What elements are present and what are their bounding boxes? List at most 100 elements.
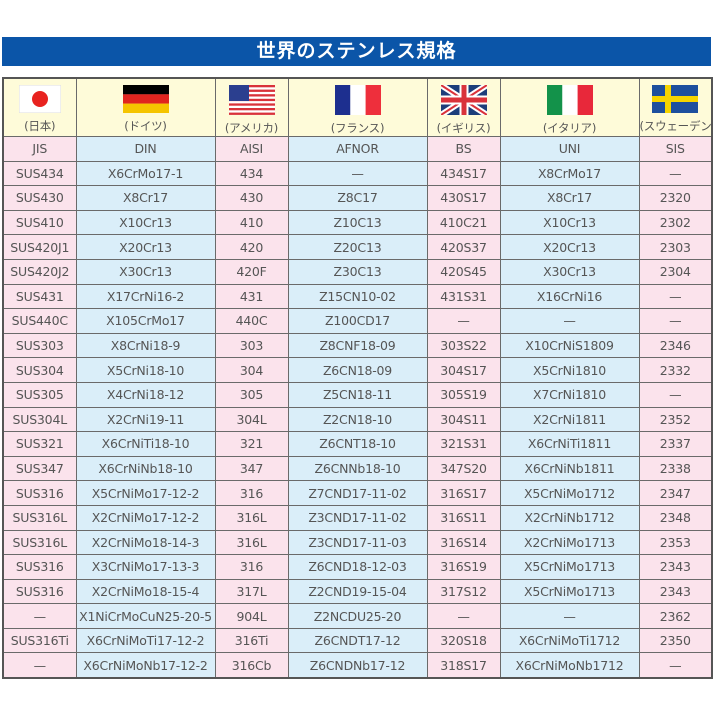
- table-cell-aisi: 303: [214, 332, 289, 359]
- table-cell-aisi: 321: [214, 431, 289, 457]
- table-row: SUS420J1 X20Cr13 420 Z20C13 420S37 X20Cr13 230…: [2, 234, 713, 260]
- table-cell-uni: X10Cr13: [499, 209, 640, 236]
- standard-header-row: JIS DIN AISI AFNOR BS UNI SIS: [2, 136, 713, 162]
- column-header: JIS: [2, 136, 77, 162]
- table-cell-aisi: 316Cb: [214, 652, 289, 679]
- table-cell-aisi: 434: [214, 160, 289, 187]
- table-cell-sis: 2348: [638, 504, 713, 531]
- stainless-standards-table: (日本) (ドイツ) (アメリカ) (フランス) (イギリス) (イタリア) (スウェーデン…: [2, 77, 713, 680]
- table-cell-jis: —: [2, 603, 77, 629]
- table-cell-din: X6CrNiTi18-10: [75, 431, 216, 457]
- table-row: SUS316 X5CrNiMo17-12-2 316 Z7CND17-11-02 316…: [2, 480, 713, 506]
- table-cell-sis: —: [638, 308, 713, 334]
- table-row: — X6CrNiMoNb17-12-2 316Cb Z6CNDNb17-12 318S1…: [2, 652, 713, 679]
- table-cell-din: X6CrMo17-1: [75, 160, 216, 187]
- table-cell-din: X8CrNi18-9: [75, 332, 216, 359]
- country-header-cell: (イタリア): [499, 77, 640, 137]
- table-row: SUS316L X2CrNiMo18-14-3 316L Z3CND17-11-03 3…: [2, 529, 713, 556]
- table-cell-jis: —: [2, 652, 77, 679]
- column-header: AFNOR: [287, 136, 428, 162]
- table-cell-bs: 304S11: [426, 406, 501, 433]
- table-row: SUS316L X2CrNiMo17-12-2 316L Z3CND17-11-02 3…: [2, 504, 713, 531]
- table-cell-afnor: Z30C13: [287, 258, 428, 285]
- table-cell-jis: SUS304L: [2, 406, 77, 433]
- table-cell-din: X10Cr13: [75, 209, 216, 236]
- table-cell-bs: 431S31: [426, 283, 501, 310]
- table-cell-afnor: Z2CND19-15-04: [287, 578, 428, 605]
- table-cell-jis: SUS420J2: [2, 258, 77, 285]
- table-cell-jis: SUS321: [2, 431, 77, 457]
- table-cell-jis: SUS410: [2, 209, 77, 236]
- table-cell-din: X6CrNiNb18-10: [75, 455, 216, 482]
- table-cell-bs: 430S17: [426, 185, 501, 211]
- table-row: — X1NiCrMoCuN25-20-5 904L Z2NCDU25-20— —2362: [2, 603, 713, 629]
- table-row: SUS303 X8CrNi18-9 303 Z8CNF18-09 303S22 X10Cr…: [2, 332, 713, 359]
- table-row: SUS305 X4CrNi18-12 305 Z5CN18-11 305S19 X7CrN…: [2, 381, 713, 408]
- country-header-cell: (フランス): [287, 77, 428, 137]
- table-cell-din: X105CrMo17: [75, 308, 216, 334]
- table-cell-bs: —: [426, 308, 501, 334]
- table-cell-jis: SUS316: [2, 578, 77, 605]
- table-cell-din: X30Cr13: [75, 258, 216, 285]
- table-row: SUS431 X17CrNi16-2 431 Z15CN10-02 431S31 X16C…: [2, 283, 713, 310]
- table-cell-uni: X6CrNiNb1811: [499, 455, 640, 482]
- table-row: SUS440C X105CrMo17 440C Z100CD17— — —: [2, 308, 713, 334]
- table-cell-sis: 2347: [638, 480, 713, 506]
- table-cell-din: X5CrNi18-10: [75, 357, 216, 383]
- column-header: DIN: [75, 136, 216, 162]
- table-cell-uni: X5CrNiMo1713: [499, 578, 640, 605]
- table-cell-aisi: 410: [214, 209, 289, 236]
- table-cell-afnor: Z15CN10-02: [287, 283, 428, 310]
- country-label: (イギリス): [436, 121, 491, 135]
- column-header: UNI: [499, 136, 640, 162]
- france-flag-icon: [289, 85, 426, 118]
- table-cell-jis: SUS440C: [2, 308, 77, 334]
- table-cell-din: X20Cr13: [75, 234, 216, 260]
- table-cell-afnor: Z8CNF18-09: [287, 332, 428, 359]
- table-cell-sis: —: [638, 381, 713, 408]
- table-cell-jis: SUS430: [2, 185, 77, 211]
- table-cell-aisi: 347: [214, 455, 289, 482]
- table-cell-sis: —: [638, 160, 713, 187]
- country-label: (フランス): [330, 121, 385, 135]
- japan-flag-icon: [4, 84, 75, 116]
- sweden-flag-icon: [640, 85, 711, 116]
- table-cell-aisi: 317L: [214, 578, 289, 605]
- table-cell-afnor: Z5CN18-11: [287, 381, 428, 408]
- table-cell-din: X5CrNiMo17-12-2: [75, 480, 216, 506]
- table-cell-bs: 318S17: [426, 652, 501, 679]
- column-header: AISI: [214, 136, 289, 162]
- table-cell-sis: 2343: [638, 554, 713, 580]
- table-cell-bs: 304S17: [426, 357, 501, 383]
- country-header-cell: (日本): [2, 77, 77, 137]
- table-cell-aisi: 904L: [214, 603, 289, 629]
- table-cell-sis: —: [638, 652, 713, 679]
- table-cell-uni: X2CrNi1811: [499, 406, 640, 433]
- table-row: SUS304L X2CrNi19-11 304L Z2CN18-10 304S11 X2C…: [2, 406, 713, 433]
- table-cell-sis: 2337: [638, 431, 713, 457]
- table-cell-sis: 2320: [638, 185, 713, 211]
- table-cell-bs: —: [426, 603, 501, 629]
- country-label: (アメリカ): [224, 121, 279, 135]
- table-cell-bs: 420S45: [426, 258, 501, 285]
- table-cell-din: X8Cr17: [75, 185, 216, 211]
- table-cell-jis: SUS420J1: [2, 234, 77, 260]
- table-cell-jis: SUS316Ti: [2, 627, 77, 654]
- table-cell-bs: 317S12: [426, 578, 501, 605]
- table-cell-aisi: 304L: [214, 406, 289, 433]
- table-cell-uni: X8Cr17: [499, 185, 640, 211]
- table-cell-uni: X30Cr13: [499, 258, 640, 285]
- column-header: BS: [426, 136, 501, 162]
- uk-flag-icon: [428, 82, 499, 118]
- table-cell-sis: 2302: [638, 209, 713, 236]
- table-cell-sis: —: [638, 283, 713, 310]
- table-cell-uni: X2CrNiNb1712: [499, 504, 640, 531]
- table-cell-bs: 305S19: [426, 381, 501, 408]
- table-row: SUS430 X8Cr17 430 Z8C17 430S17 X8Cr17 2320: [2, 185, 713, 211]
- table-row: SUS316 X3CrNiMo17-13-3 316 Z6CND18-12-03 316…: [2, 554, 713, 580]
- table-cell-uni: X5CrNiMo1712: [499, 480, 640, 506]
- table-cell-afnor: Z6CNDT17-12: [287, 627, 428, 654]
- table-cell-sis: 2303: [638, 234, 713, 260]
- table-cell-uni: X10CrNiS1809: [499, 332, 640, 359]
- table-cell-uni: X6CrNiMoNb1712: [499, 652, 640, 679]
